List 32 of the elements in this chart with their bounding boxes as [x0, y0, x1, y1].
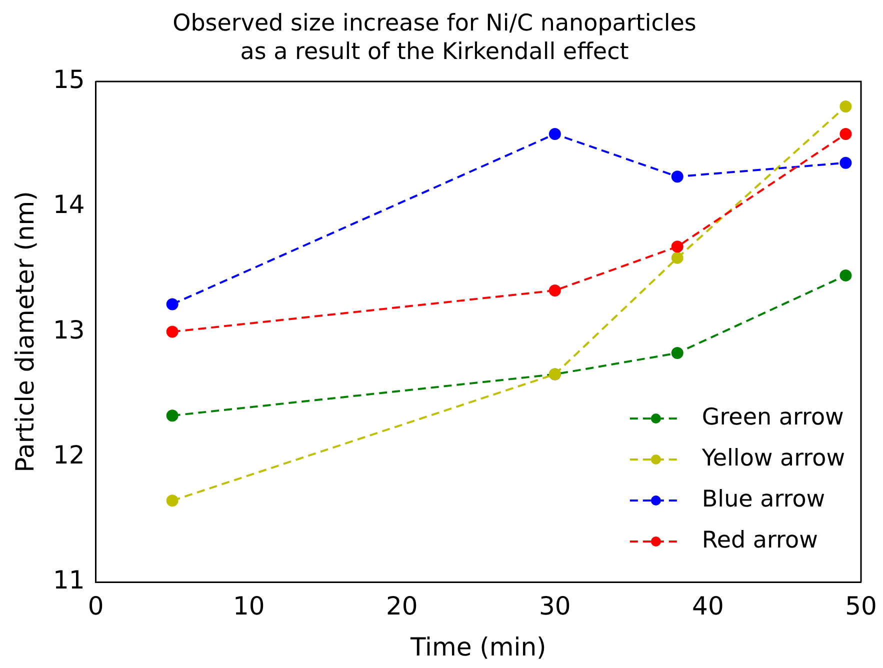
- point: [548, 284, 561, 296]
- y-axis-title: Particle diameter (nm): [10, 191, 40, 472]
- point: [166, 494, 178, 507]
- x-tick-label: 30: [539, 592, 571, 620]
- point: [548, 128, 561, 140]
- legend-label: Blue arrow: [702, 486, 826, 512]
- x-axis-title: Time (min): [410, 632, 546, 662]
- point: [166, 410, 178, 422]
- point: [840, 128, 852, 140]
- x-tick-label: 10: [232, 592, 265, 620]
- y-tick-label: 12: [53, 440, 85, 470]
- legend-label: Green arrow: [702, 404, 844, 430]
- point: [671, 240, 684, 253]
- y-tick-label: 11: [53, 566, 85, 594]
- y-tick-label: 13: [53, 315, 85, 344]
- y-tick-label: 15: [53, 65, 85, 94]
- point: [671, 347, 684, 360]
- x-tick-label: 20: [386, 592, 418, 620]
- chart-title: Observed size increase for Ni/C nanoparticles as a result of the Kirkendall effect: [172, 10, 696, 66]
- point: [671, 252, 684, 264]
- point: [671, 170, 684, 183]
- y-tick-label: 14: [53, 190, 85, 220]
- point: [840, 100, 852, 113]
- point: [840, 269, 852, 282]
- point: [166, 298, 178, 310]
- x-tick-label: 40: [692, 592, 724, 620]
- legend-label: Yellow arrow: [700, 445, 846, 472]
- point: [840, 156, 852, 169]
- x-tick-label: 50: [845, 592, 877, 620]
- x-tick-label: 0: [88, 592, 104, 620]
- legend-label: Red arrow: [702, 527, 818, 554]
- point: [166, 326, 178, 338]
